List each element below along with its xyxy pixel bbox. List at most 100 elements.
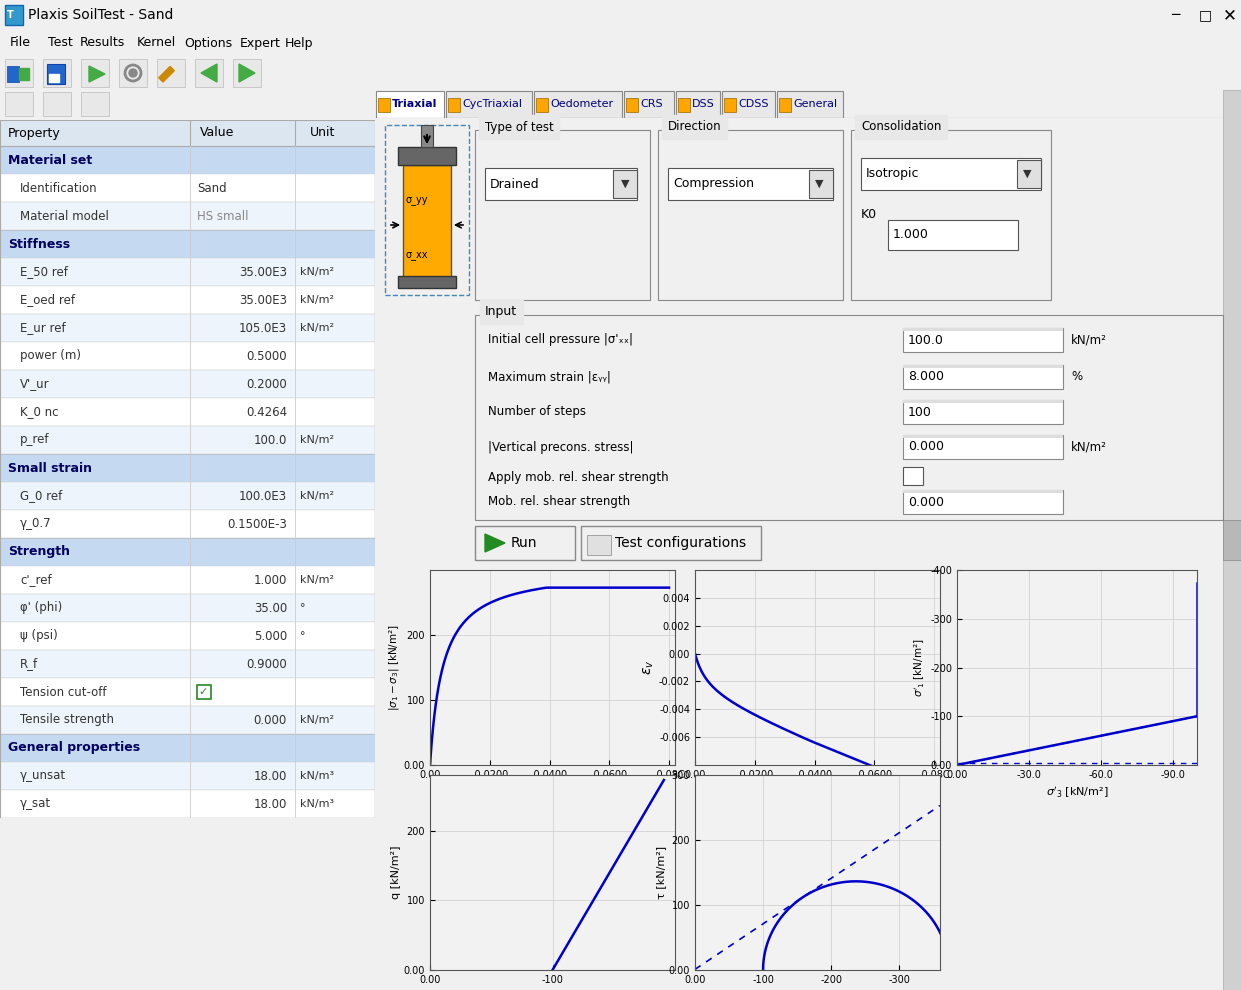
Text: Material model: Material model	[20, 210, 109, 223]
Bar	[0, 370, 375, 398]
Bar	[195, 59, 223, 87]
Circle shape	[129, 69, 137, 77]
Text: kN/m²: kN/m²	[300, 491, 334, 501]
Bar	[903, 328, 1064, 352]
Text: E_ur ref: E_ur ref	[20, 322, 66, 335]
Bar	[722, 91, 774, 118]
Bar	[0, 174, 375, 202]
Bar	[779, 98, 791, 112]
Text: CycTriaxial: CycTriaxial	[462, 99, 522, 109]
Bar	[1222, 90, 1241, 990]
Bar	[903, 400, 1064, 403]
Text: Type of test: Type of test	[485, 121, 553, 134]
Bar	[0, 146, 375, 174]
Text: Compression: Compression	[673, 177, 755, 190]
Text: 100.0: 100.0	[908, 334, 944, 346]
Text: 0.000: 0.000	[253, 714, 287, 727]
Text: ψ (psi): ψ (psi)	[20, 630, 58, 643]
Bar	[48, 74, 60, 82]
Bar	[903, 400, 1064, 424]
Text: 100.0E3: 100.0E3	[238, 489, 287, 503]
Text: 1.000: 1.000	[894, 229, 928, 242]
Bar	[0, 482, 375, 510]
Text: Material set: Material set	[7, 153, 92, 166]
Text: γ_0.7: γ_0.7	[20, 518, 52, 531]
Text: K_0 nc: K_0 nc	[20, 406, 58, 419]
Text: E_oed ref: E_oed ref	[20, 293, 74, 307]
Bar	[861, 158, 1041, 190]
Text: T: T	[7, 10, 14, 20]
Y-axis label: $|\sigma_1 - \sigma_3|$ [kN/m²]: $|\sigma_1 - \sigma_3|$ [kN/m²]	[387, 624, 401, 711]
Bar	[81, 92, 109, 116]
Bar	[668, 168, 833, 200]
Text: Options: Options	[184, 37, 232, 50]
Text: R_f: R_f	[20, 657, 38, 670]
Bar	[475, 526, 575, 560]
Y-axis label: q [kN/m²]: q [kN/m²]	[391, 845, 401, 899]
Bar	[676, 91, 720, 118]
Text: σ_yy: σ_yy	[405, 195, 427, 205]
Text: 35.00: 35.00	[253, 602, 287, 615]
Bar	[613, 170, 637, 198]
Text: Unit: Unit	[310, 127, 335, 140]
Text: γ_sat: γ_sat	[20, 798, 51, 811]
Text: E_50 ref: E_50 ref	[20, 265, 68, 278]
Text: 105.0E3: 105.0E3	[238, 322, 287, 335]
Text: %: %	[1071, 370, 1082, 383]
Text: 0.000: 0.000	[908, 441, 944, 453]
Text: 1.000: 1.000	[253, 573, 287, 586]
Bar	[446, 91, 532, 118]
Bar	[398, 276, 455, 288]
Text: 35.00E3: 35.00E3	[240, 293, 287, 307]
Text: Run: Run	[511, 536, 537, 550]
Bar	[851, 130, 1051, 300]
Text: Test configurations: Test configurations	[616, 536, 746, 550]
Text: ✕: ✕	[1224, 6, 1237, 24]
Text: kN/m³: kN/m³	[300, 771, 334, 781]
Bar	[903, 365, 1064, 368]
Text: Apply mob. rel. shear strength: Apply mob. rel. shear strength	[488, 470, 669, 483]
Bar	[0, 342, 375, 370]
Bar	[5, 92, 34, 116]
Bar	[903, 365, 1064, 389]
Bar	[5, 5, 24, 25]
Text: Property: Property	[7, 127, 61, 140]
Bar	[158, 59, 185, 87]
Text: 0.9000: 0.9000	[246, 657, 287, 670]
X-axis label: $\varepsilon_{yy}$: $\varepsilon_{yy}$	[807, 785, 828, 802]
Text: ✓: ✓	[199, 687, 207, 697]
Text: Sand: Sand	[197, 181, 227, 194]
Bar	[903, 328, 1064, 331]
Bar	[233, 59, 261, 87]
Polygon shape	[89, 66, 105, 82]
Text: γ_unsat: γ_unsat	[20, 769, 66, 782]
Bar	[398, 147, 455, 165]
Text: kN/m²: kN/m²	[300, 715, 334, 725]
Text: CRS: CRS	[640, 99, 663, 109]
Text: 100.0: 100.0	[253, 434, 287, 446]
Text: °: °	[300, 631, 305, 641]
Bar	[81, 59, 109, 87]
Text: kN/m²: kN/m²	[300, 575, 334, 585]
Bar	[534, 91, 622, 118]
Bar	[0, 202, 375, 230]
Text: kN/m²: kN/m²	[300, 267, 334, 277]
Text: |Vertical precons. stress|: |Vertical precons. stress|	[488, 441, 633, 453]
Bar	[777, 91, 843, 118]
Text: kN/m²: kN/m²	[300, 295, 334, 305]
Bar	[903, 467, 923, 485]
X-axis label: $\sigma'_3$ [kN/m²]: $\sigma'_3$ [kN/m²]	[1046, 785, 1108, 800]
Bar	[448, 98, 460, 112]
Bar	[0, 510, 375, 538]
Text: 35.00E3: 35.00E3	[240, 265, 287, 278]
Polygon shape	[240, 64, 254, 82]
Bar	[0, 594, 375, 622]
Text: General: General	[793, 99, 838, 109]
Bar	[724, 98, 736, 112]
Text: 0.5000: 0.5000	[247, 349, 287, 362]
Text: G_0 ref: G_0 ref	[20, 489, 62, 503]
Text: Triaxial: Triaxial	[392, 99, 437, 109]
Text: Consolidation: Consolidation	[861, 121, 942, 134]
Text: 0.2000: 0.2000	[246, 377, 287, 390]
Bar	[0, 258, 375, 286]
